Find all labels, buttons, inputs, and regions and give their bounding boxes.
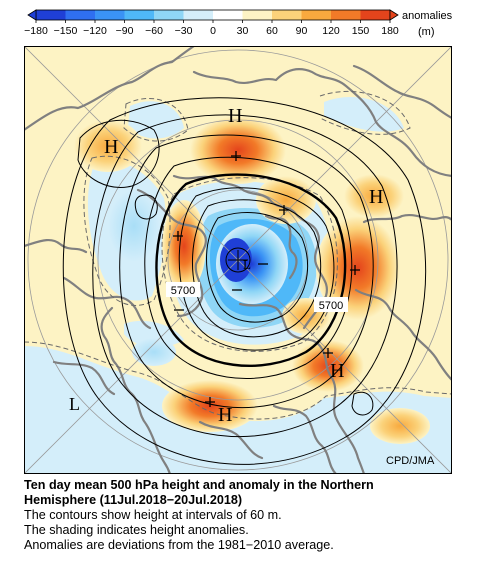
colorbar-right-arrow (389, 9, 399, 21)
anomaly-colorbar: −180 −150 −120 −90 −60 −30 0 30 60 90 120 150 180 an… (24, 9, 453, 38)
colorbar-tick-label: −30 (175, 25, 193, 37)
caption-shading-note: The shading indicates height anomalies. (24, 523, 249, 537)
polar-negative-anomaly (196, 208, 317, 328)
colorbar-swatch (154, 10, 184, 20)
contour-label-2: 5700 (314, 297, 348, 312)
colorbar-label: anomalies (402, 10, 453, 22)
anomaly-extrema-markers (173, 151, 360, 407)
colorbar-swatch (213, 10, 243, 20)
height-contours (62, 97, 427, 465)
colorbar-swatch (301, 10, 332, 20)
colorbar-swatch (242, 10, 273, 20)
colorbar-tick-label: −90 (116, 25, 134, 37)
svg-text:5700: 5700 (319, 300, 343, 312)
high-marker: H (330, 360, 344, 382)
colorbar-tick-label: 180 (381, 25, 399, 37)
colorbar-swatch (36, 10, 66, 20)
colorbar-tick-label: −150 (54, 25, 78, 37)
caption-title-line-1: Ten day mean 500 hPa height and anomaly … (24, 478, 374, 492)
polar-stereographic-map: 5700 5700 H H H H H L (24, 46, 452, 474)
colorbar-swatch (65, 10, 96, 20)
colorbar-tick-label: 60 (266, 25, 278, 37)
low-marker: L (69, 394, 80, 414)
negative-anomaly-shading-south (132, 338, 176, 366)
colorbar-tick-label: −180 (24, 25, 48, 37)
caption-anomaly-note: Anomalies are deviations from the 1981−2… (24, 538, 334, 552)
colorbar-tick-label: −120 (83, 25, 107, 37)
5700m-contour (155, 173, 347, 368)
high-marker: H (104, 136, 118, 158)
svg-text:5700: 5700 (171, 285, 195, 297)
caption-contour-note: The contours show height at intervals of… (24, 508, 282, 522)
figure-caption: Ten day mean 500 hPa height and anomaly … (24, 478, 464, 553)
map-frame (24, 46, 452, 474)
colorbar-tick-label: 0 (210, 25, 216, 37)
colorbar-swatch (95, 10, 125, 20)
polar-low-center (225, 247, 251, 273)
colorbar-swatch (124, 10, 155, 20)
colorbar-tick-label: 90 (296, 25, 308, 37)
caption-title-line-2: Hemisphere (11Jul.2018−20Jul.2018) (24, 493, 243, 507)
contour-label-1: 5700 (166, 282, 200, 297)
colorbar-tick-label: 150 (352, 25, 370, 37)
colorbar-swatch (183, 10, 214, 20)
colorbar-tick-label: 120 (322, 25, 340, 37)
colorbar-unit: (m) (418, 26, 435, 38)
high-marker: H (228, 105, 242, 127)
colorbar-swatch (272, 10, 302, 20)
colorbar-tick-label: −60 (145, 25, 163, 37)
colorbar-swatch (360, 10, 391, 20)
colorbar-swatch (331, 10, 361, 20)
high-marker: H (218, 404, 232, 426)
colorbar-swatches (35, 9, 391, 21)
negative-anomaly-shading-west (108, 190, 160, 262)
colorbar-tick-label: 30 (237, 25, 249, 37)
colorbar-left-arrow (27, 9, 37, 21)
high-marker: H (369, 186, 383, 208)
low-marker: L (243, 257, 251, 272)
colorbar-ticks: −180 −150 −120 −90 −60 −30 0 30 60 90 120 150 180 (24, 20, 399, 37)
map-credit: CPD/JMA (386, 455, 435, 467)
